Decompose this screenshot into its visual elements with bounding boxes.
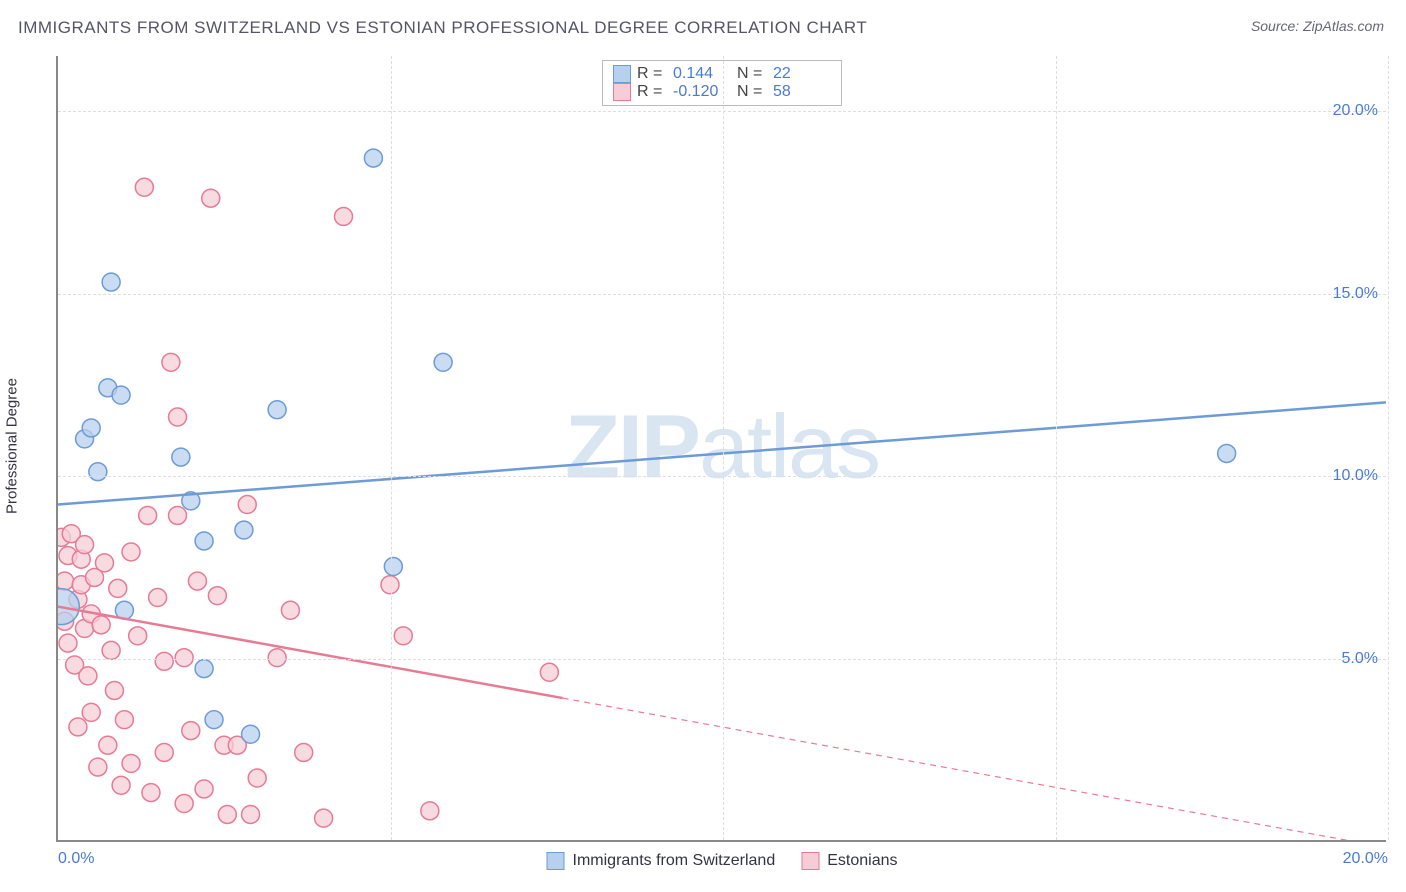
- chart-svg: [58, 56, 1386, 840]
- r-label: R =: [637, 83, 667, 101]
- gridline-v: [1388, 56, 1389, 840]
- legend-swatch-switzerland: [613, 65, 631, 83]
- legend-swatch-estonians: [613, 83, 631, 101]
- watermark: ZIPatlas: [565, 397, 879, 500]
- n-value-switzerland: 22: [773, 65, 831, 83]
- n-value-estonians: 58: [773, 83, 831, 101]
- legend-swatch-icon: [801, 852, 819, 870]
- r-label: R =: [637, 65, 667, 83]
- gridline-v: [1056, 56, 1057, 840]
- n-label: N =: [737, 83, 767, 101]
- y-tick-label: 20.0%: [1333, 102, 1378, 120]
- watermark-bold: ZIP: [565, 398, 699, 498]
- watermark-rest: atlas: [699, 398, 879, 498]
- legend-label-estonians: Estonians: [827, 852, 897, 870]
- legend-item-switzerland: Immigrants from Switzerland: [547, 852, 776, 870]
- gridline-v: [391, 56, 392, 840]
- x-tick-label: 20.0%: [1343, 850, 1388, 868]
- gridline-h: [58, 659, 1386, 660]
- gridline-h: [58, 111, 1386, 112]
- y-axis-label: Professional Degree: [4, 378, 21, 514]
- gridline-h: [58, 294, 1386, 295]
- legend-label-switzerland: Immigrants from Switzerland: [573, 852, 776, 870]
- chart-title: IMMIGRANTS FROM SWITZERLAND VS ESTONIAN …: [18, 18, 867, 38]
- y-tick-label: 10.0%: [1333, 467, 1378, 485]
- legend-item-estonians: Estonians: [801, 852, 897, 870]
- series-legend: Immigrants from Switzerland Estonians: [547, 852, 898, 870]
- chart-container: IMMIGRANTS FROM SWITZERLAND VS ESTONIAN …: [0, 0, 1406, 892]
- y-tick-label: 5.0%: [1342, 650, 1378, 668]
- source-label: Source: ZipAtlas.com: [1251, 18, 1384, 34]
- x-tick-label: 0.0%: [58, 850, 94, 868]
- legend-row-switzerland: R = 0.144 N = 22: [613, 65, 831, 83]
- gridline-h: [58, 476, 1386, 477]
- gridline-v: [723, 56, 724, 840]
- plot-area: ZIPatlas R = 0.144 N = 22 R = -0.120 N =…: [56, 56, 1386, 842]
- legend-row-estonians: R = -0.120 N = 58: [613, 83, 831, 101]
- regression-legend: R = 0.144 N = 22 R = -0.120 N = 58: [602, 60, 842, 106]
- y-tick-label: 15.0%: [1333, 285, 1378, 303]
- n-label: N =: [737, 65, 767, 83]
- legend-swatch-icon: [547, 852, 565, 870]
